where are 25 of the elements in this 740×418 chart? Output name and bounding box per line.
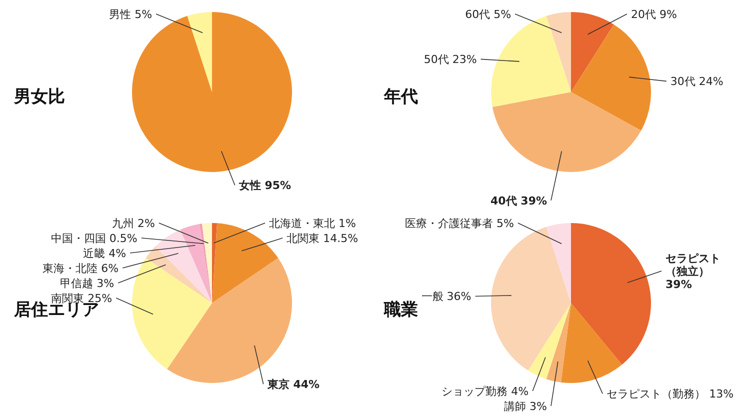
slice-label: 30代 24%: [670, 75, 724, 88]
slice-label: 九州 2%: [112, 217, 155, 230]
slice-label: 50代 23%: [424, 53, 477, 66]
slice-label: 東海・北陸 6%: [42, 262, 119, 275]
slice-label: セラピスト（独立）: [666, 252, 721, 278]
slice-label: 東京 44%: [266, 378, 320, 392]
slice-label: 中国・四国 0.5%: [50, 232, 138, 245]
text: 年代: [383, 87, 418, 107]
slice-label: 近畿 4%: [83, 247, 126, 260]
slice-label: 一般 36%: [421, 290, 472, 304]
slice-label: 医療・介護従事者 5%: [404, 217, 514, 230]
text: 職業: [383, 300, 418, 320]
slice-label: 女性 95%: [238, 179, 292, 192]
slice-label: 男性 5%: [109, 8, 152, 21]
slice-label: 甲信越 3%: [60, 277, 114, 290]
slice-label: 60代 5%: [465, 8, 512, 21]
slice-label: ショップ勤務 4%: [442, 385, 529, 398]
slice-label: 北関東 14.5%: [286, 232, 358, 245]
slice-label: 20代 9%: [630, 8, 677, 21]
data-label: 39%: [666, 278, 692, 292]
slice-label: 北海道・東北 1%: [269, 217, 356, 230]
text: 男女比: [13, 87, 65, 107]
slice-label: 40代 39%: [490, 194, 547, 208]
slice-label: セラピスト（勤務） 13%: [606, 388, 734, 401]
slice-label: 講師 3%: [504, 400, 547, 413]
